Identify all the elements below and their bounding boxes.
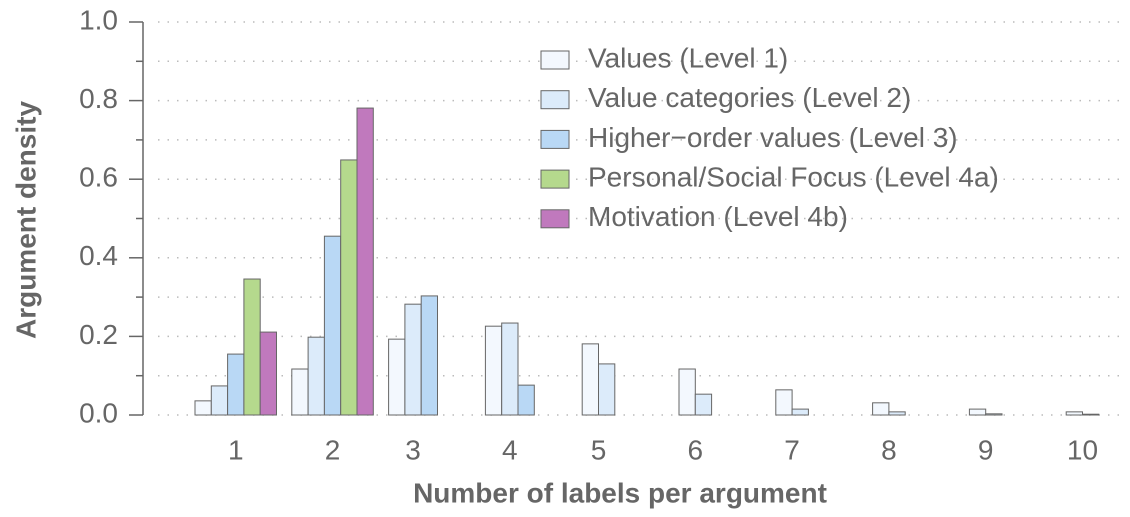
y-axis-label: Argument density (10, 101, 41, 339)
bar (340, 159, 358, 416)
bar (227, 353, 245, 416)
bar (1065, 411, 1083, 416)
legend-swatch (540, 50, 570, 70)
legend-label: Higher−order values (Level 3) (588, 122, 958, 153)
y-tick-label: 0.6 (79, 162, 118, 193)
legend-label: Motivation (Level 4b) (588, 201, 848, 232)
bar (420, 295, 439, 416)
y-tick-label: 1.0 (79, 4, 118, 35)
bar (243, 278, 261, 416)
bar (598, 363, 616, 416)
bar (968, 408, 987, 416)
bar (259, 331, 278, 416)
x-tick-label: 9 (978, 434, 994, 465)
bar (501, 322, 519, 416)
x-tick-label: 4 (502, 434, 518, 465)
x-tick-label: 6 (688, 434, 704, 465)
bar (404, 303, 422, 416)
bar (791, 408, 809, 416)
bar (323, 235, 342, 416)
x-tick-label: 2 (325, 434, 341, 465)
bar (517, 384, 535, 416)
legend-label: Value categories (Level 2) (588, 82, 911, 113)
bar (210, 385, 229, 416)
x-tick-label: 10 (1067, 434, 1098, 465)
legend-label: Personal/Social Focus (Level 4a) (588, 161, 999, 192)
x-tick-label: 5 (591, 434, 607, 465)
y-tick-label: 0.2 (79, 319, 118, 350)
x-tick-label: 3 (405, 434, 421, 465)
bar (872, 402, 890, 416)
bar (694, 393, 713, 416)
bar (581, 343, 600, 416)
bar (194, 400, 212, 416)
legend-swatch (540, 169, 570, 189)
y-tick-label: 0.4 (79, 240, 118, 271)
bar (888, 411, 906, 416)
bar (985, 413, 1003, 416)
bar (1082, 413, 1100, 416)
x-tick-label: 7 (784, 434, 800, 465)
x-tick-label: 1 (228, 434, 244, 465)
x-axis-label: Number of labels per argument (413, 477, 827, 508)
legend-swatch (540, 90, 570, 110)
x-tick-label: 8 (881, 434, 897, 465)
bar (307, 336, 325, 416)
bar (484, 325, 503, 416)
bar (291, 368, 309, 416)
y-tick-label: 0.8 (79, 83, 118, 114)
legend-swatch (540, 209, 570, 229)
bar (678, 368, 696, 416)
y-tick-label: 0.0 (79, 397, 118, 428)
bar (775, 389, 793, 416)
legend-label: Values (Level 1) (588, 42, 788, 73)
bar (388, 338, 406, 416)
legend-swatch (540, 129, 570, 149)
bar (356, 107, 374, 416)
